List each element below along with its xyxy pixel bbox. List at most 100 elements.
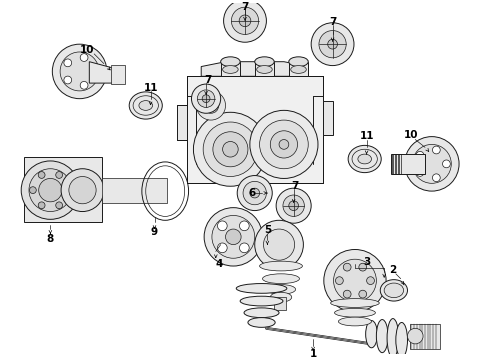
Polygon shape — [201, 62, 308, 76]
Ellipse shape — [358, 154, 371, 164]
Circle shape — [433, 146, 440, 154]
Text: 7: 7 — [204, 75, 212, 85]
Circle shape — [405, 136, 459, 191]
Circle shape — [80, 54, 88, 62]
Circle shape — [203, 122, 258, 176]
Circle shape — [433, 174, 440, 182]
Polygon shape — [274, 297, 286, 310]
Circle shape — [328, 39, 338, 49]
Text: 4: 4 — [215, 259, 222, 269]
Circle shape — [192, 84, 220, 113]
Text: 10: 10 — [80, 45, 95, 55]
Ellipse shape — [396, 323, 408, 357]
Circle shape — [38, 202, 45, 209]
Text: 1: 1 — [310, 348, 317, 359]
Circle shape — [289, 201, 298, 211]
Circle shape — [52, 44, 107, 99]
Text: 7: 7 — [329, 17, 336, 27]
Circle shape — [343, 263, 351, 271]
Ellipse shape — [380, 280, 408, 301]
Text: 6: 6 — [248, 188, 255, 198]
Text: 7: 7 — [291, 181, 298, 191]
Circle shape — [225, 229, 241, 245]
Circle shape — [237, 176, 272, 211]
Circle shape — [319, 31, 346, 58]
Circle shape — [239, 15, 251, 27]
Text: 5: 5 — [264, 225, 271, 235]
Circle shape — [250, 111, 318, 179]
Circle shape — [202, 95, 210, 103]
Polygon shape — [24, 157, 102, 222]
Circle shape — [343, 290, 351, 298]
Circle shape — [416, 152, 424, 159]
Circle shape — [61, 169, 104, 212]
Circle shape — [90, 68, 98, 75]
Ellipse shape — [291, 66, 306, 73]
Circle shape — [311, 23, 354, 66]
Circle shape — [38, 172, 45, 178]
Circle shape — [413, 144, 451, 183]
Ellipse shape — [257, 66, 272, 73]
Text: 7: 7 — [241, 2, 249, 12]
Ellipse shape — [348, 145, 381, 173]
Ellipse shape — [240, 296, 283, 306]
Ellipse shape — [335, 309, 375, 317]
Circle shape — [212, 215, 255, 258]
Circle shape — [367, 277, 374, 284]
Circle shape — [65, 187, 72, 194]
Circle shape — [213, 132, 248, 167]
Ellipse shape — [236, 284, 287, 293]
Bar — [111, 64, 125, 84]
Ellipse shape — [263, 274, 299, 284]
Circle shape — [240, 243, 249, 253]
Circle shape — [80, 81, 88, 89]
Ellipse shape — [244, 308, 279, 318]
Circle shape — [21, 161, 79, 219]
Circle shape — [60, 52, 99, 91]
Circle shape — [359, 263, 367, 271]
Polygon shape — [255, 62, 274, 76]
Circle shape — [334, 259, 376, 302]
Polygon shape — [220, 62, 240, 76]
Ellipse shape — [260, 261, 302, 271]
Circle shape — [197, 90, 215, 107]
Polygon shape — [289, 62, 308, 76]
Circle shape — [324, 249, 386, 312]
Circle shape — [39, 179, 62, 202]
Ellipse shape — [255, 57, 274, 67]
Circle shape — [279, 140, 289, 149]
Ellipse shape — [339, 317, 371, 326]
Circle shape — [416, 168, 424, 176]
Circle shape — [204, 208, 263, 266]
Circle shape — [56, 172, 63, 178]
Ellipse shape — [387, 319, 399, 357]
Ellipse shape — [384, 283, 404, 298]
Ellipse shape — [376, 320, 388, 353]
Circle shape — [194, 112, 268, 186]
Circle shape — [222, 141, 238, 157]
Polygon shape — [391, 154, 425, 174]
Circle shape — [276, 188, 311, 223]
Circle shape — [29, 187, 36, 194]
Circle shape — [240, 221, 249, 231]
Circle shape — [250, 188, 260, 198]
Circle shape — [196, 91, 225, 120]
Text: 3: 3 — [363, 257, 370, 267]
Circle shape — [64, 76, 72, 84]
Polygon shape — [177, 105, 187, 140]
Circle shape — [336, 277, 343, 284]
Circle shape — [442, 160, 450, 168]
Circle shape — [243, 181, 267, 205]
Ellipse shape — [139, 100, 152, 111]
Text: 11: 11 — [144, 83, 158, 93]
Ellipse shape — [220, 57, 240, 67]
Ellipse shape — [289, 57, 308, 67]
Text: 11: 11 — [359, 131, 374, 141]
Polygon shape — [102, 179, 167, 203]
Circle shape — [56, 202, 63, 209]
Text: 9: 9 — [151, 227, 158, 237]
Text: 2: 2 — [389, 265, 396, 275]
Polygon shape — [187, 76, 323, 183]
Ellipse shape — [366, 320, 377, 348]
Ellipse shape — [222, 66, 238, 73]
